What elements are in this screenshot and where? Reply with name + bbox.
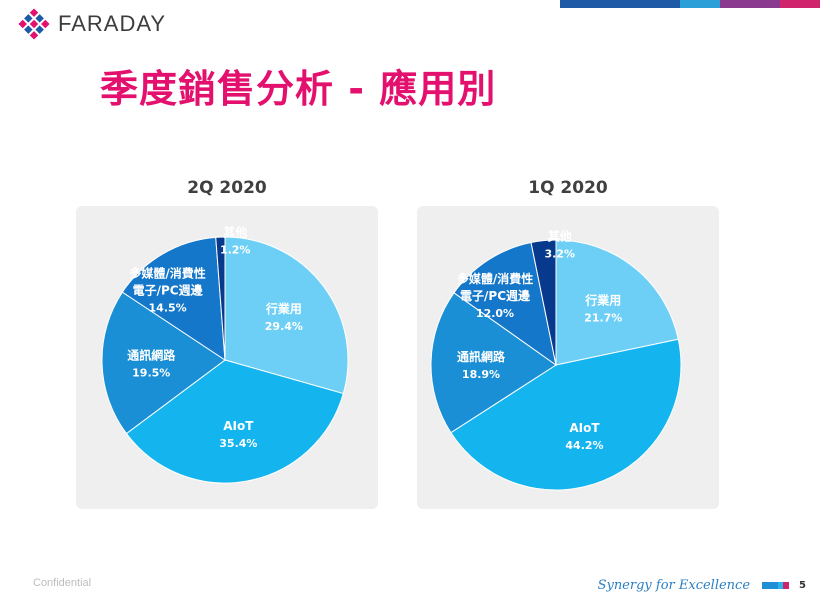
band-blue: [560, 0, 680, 8]
slice-label-多媒體-消費性: 多媒體/消費性: [457, 271, 533, 286]
pie-chart-1q2020: 行業用 21.7% AIoT 44.2% 通訊網路 18.9% 多媒體/消費性電子/PC週邊…: [430, 229, 682, 491]
faraday-logo-icon: [18, 8, 50, 40]
slice-value-通訊網路: 19.5%: [132, 367, 170, 380]
slice-value-其他: 3.2%: [544, 248, 575, 261]
slice-value-行業用: 21.7%: [584, 311, 622, 324]
pie-slice-其他: [215, 236, 226, 361]
slice-value-多媒體-消費性: 12.0%: [476, 307, 514, 320]
page-accent-bar: [762, 582, 790, 589]
top-accent-band: [200, 0, 820, 8]
logo-text: FARADAY: [58, 11, 167, 36]
pie-slice-通訊網路: [101, 291, 226, 435]
slice-label-電子-pc週邊: 電子/PC週邊: [133, 282, 203, 297]
slice-value-aiot: 35.4%: [219, 437, 257, 450]
slice-value-多媒體-消費性: 14.5%: [149, 301, 187, 314]
slice-label-aiot: AIoT: [223, 419, 254, 433]
pie-slice-aiot: [450, 338, 682, 491]
faraday-logo: FARADAY: [18, 8, 166, 40]
pie-slice-行業用: [555, 239, 679, 366]
pie-slice-行業用: [224, 236, 349, 395]
pie-slice-多媒體-消費性: [453, 241, 557, 367]
band-magenta: [780, 0, 820, 8]
slice-label-通訊網路: 通訊網路: [457, 349, 506, 364]
footer-brand: Synergy for Excellence 5: [598, 578, 806, 593]
slice-label-通訊網路: 通訊網路: [127, 348, 176, 363]
pie-chart-2q2020: 行業用 29.4% AIoT 35.4% 通訊網路 19.5% 多媒體/消費性電子/PC週邊…: [101, 225, 349, 484]
page-title: 季度銷售分析 - 應用別: [100, 67, 497, 111]
page-number: 5: [799, 580, 806, 591]
slice-value-其他: 1.2%: [220, 244, 251, 257]
pie-slice-通訊網路: [430, 292, 557, 434]
chart-title-1q2020: 1Q 2020: [528, 178, 608, 198]
slice-label-aiot: AIoT: [569, 421, 600, 435]
slogan: Synergy for Excellence: [597, 578, 751, 593]
slice-label-其他: 其他: [223, 225, 247, 240]
pie-slice-多媒體-消費性: [121, 236, 226, 361]
pie-slice-其他: [530, 239, 557, 366]
pie-slice-aiot: [125, 359, 344, 484]
slice-value-aiot: 44.2%: [565, 439, 603, 452]
slice-label-電子-pc週邊: 電子/PC週邊: [460, 288, 530, 303]
slice-value-行業用: 29.4%: [265, 320, 303, 333]
band-purple: [720, 0, 780, 8]
band-cyan: [680, 0, 720, 8]
slice-label-其他: 其他: [548, 229, 572, 244]
slice-label-行業用: 行業用: [584, 292, 621, 307]
slice-value-通訊網路: 18.9%: [462, 368, 500, 381]
chart-title-2q2020: 2Q 2020: [187, 178, 267, 198]
slice-label-多媒體-消費性: 多媒體/消費性: [129, 265, 205, 280]
slice-label-行業用: 行業用: [265, 301, 302, 316]
confidential-label: Confidential: [33, 577, 92, 589]
